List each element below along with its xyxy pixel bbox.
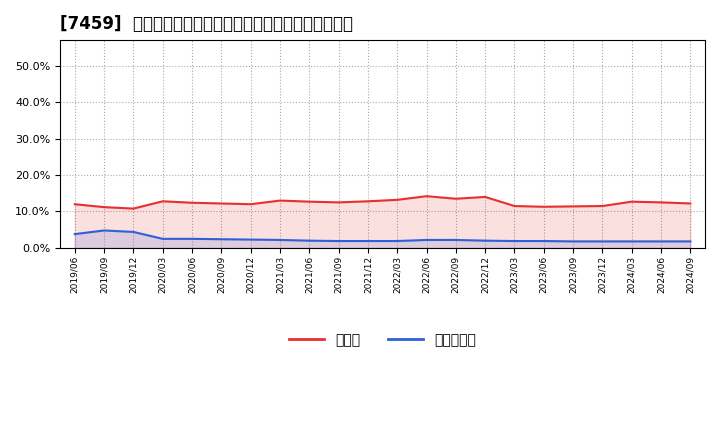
Legend: 現預金, 有利子負債: 現預金, 有利子負債 bbox=[284, 328, 482, 353]
Text: [7459]  現預金、有利子負債の総資産に対する比率の推移: [7459] 現預金、有利子負債の総資産に対する比率の推移 bbox=[60, 15, 353, 33]
